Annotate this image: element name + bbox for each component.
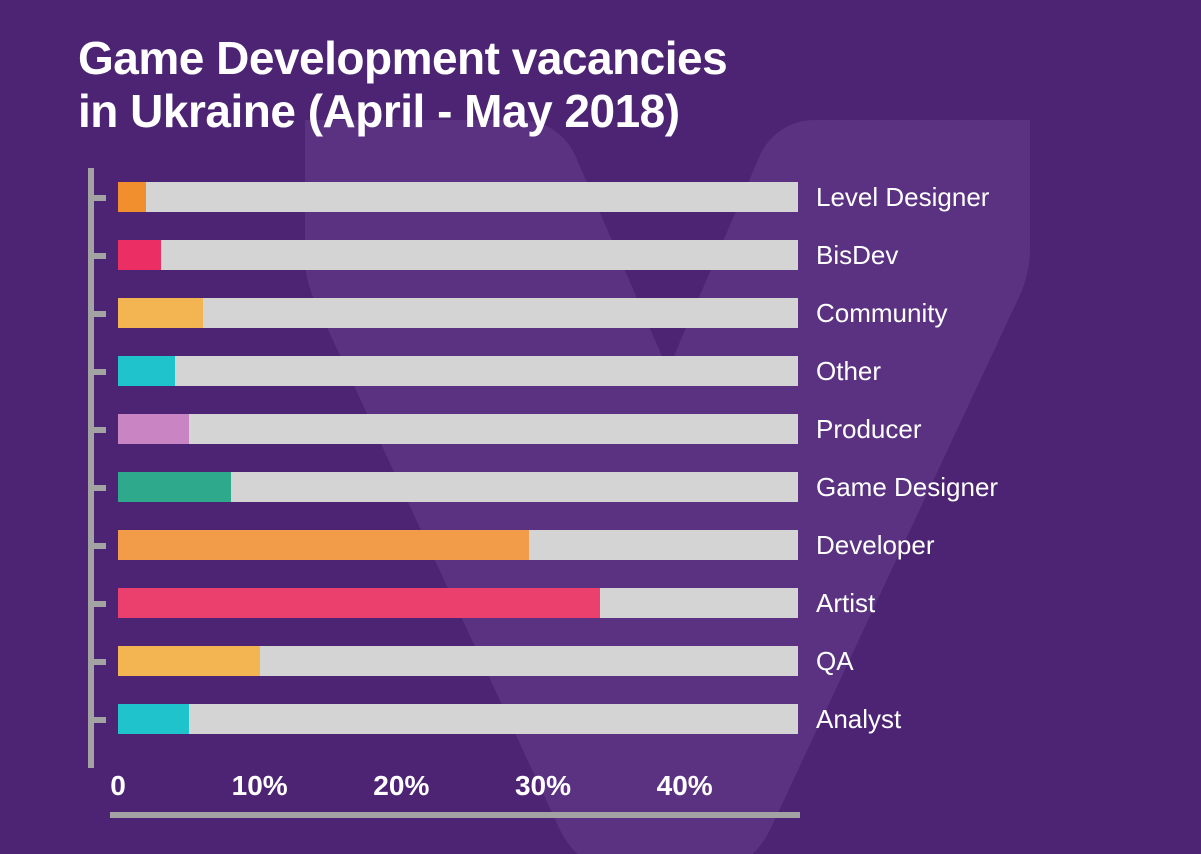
- bar-fill: [118, 356, 175, 386]
- bar-fill: [118, 472, 231, 502]
- bar-label: BisDev: [816, 240, 898, 271]
- y-axis-tick: [88, 427, 106, 433]
- bar-label: QA: [816, 646, 854, 677]
- bar-label: Artist: [816, 588, 875, 619]
- y-axis-tick: [88, 717, 106, 723]
- bar-track: [118, 530, 798, 560]
- bar-fill: [118, 646, 260, 676]
- bar-track: [118, 472, 798, 502]
- x-axis-tick-label: 20%: [373, 770, 429, 802]
- bar-track: [118, 646, 798, 676]
- y-axis-tick: [88, 601, 106, 607]
- title-line-2: in Ukraine (April - May 2018): [78, 85, 680, 137]
- y-axis-tick: [88, 659, 106, 665]
- x-axis-tick-label: 10%: [232, 770, 288, 802]
- bar-row: Community: [118, 298, 947, 328]
- y-axis-tick: [88, 311, 106, 317]
- x-axis: [110, 812, 800, 818]
- bar-track: [118, 588, 798, 618]
- bar-label: Producer: [816, 414, 922, 445]
- bar-label: Community: [816, 298, 947, 329]
- bar-label: Analyst: [816, 704, 901, 735]
- bar-fill: [118, 704, 189, 734]
- bar-track: [118, 240, 798, 270]
- y-axis-tick: [88, 369, 106, 375]
- bar-row: Level Designer: [118, 182, 989, 212]
- bar-row: Developer: [118, 530, 935, 560]
- x-axis-tick-label: 30%: [515, 770, 571, 802]
- bar-fill: [118, 530, 529, 560]
- bar-track: [118, 704, 798, 734]
- bar-track: [118, 356, 798, 386]
- y-axis-tick: [88, 543, 106, 549]
- bar-fill: [118, 588, 600, 618]
- bar-row: Other: [118, 356, 881, 386]
- bar-label: Other: [816, 356, 881, 387]
- x-axis-tick-label: 40%: [657, 770, 713, 802]
- y-axis-tick: [88, 195, 106, 201]
- chart-canvas: Game Development vacancies in Ukraine (A…: [0, 0, 1201, 854]
- bar-row: Producer: [118, 414, 922, 444]
- bar-fill: [118, 414, 189, 444]
- bar-label: Game Designer: [816, 472, 998, 503]
- bar-fill: [118, 240, 161, 270]
- bar-track: [118, 414, 798, 444]
- y-axis-tick: [88, 485, 106, 491]
- bar-label: Level Designer: [816, 182, 989, 213]
- bar-track: [118, 298, 798, 328]
- bar-label: Developer: [816, 530, 935, 561]
- bar-row: BisDev: [118, 240, 898, 270]
- x-axis-tick-label: 0: [110, 770, 126, 802]
- bar-row: QA: [118, 646, 854, 676]
- bar-track: [118, 182, 798, 212]
- bar-row: Analyst: [118, 704, 901, 734]
- bar-fill: [118, 298, 203, 328]
- chart-area: Level Designer BisDev Community Other Produc…: [88, 168, 1128, 818]
- y-axis-tick: [88, 253, 106, 259]
- bar-fill: [118, 182, 146, 212]
- title-line-1: Game Development vacancies: [78, 32, 727, 84]
- bar-row: Artist: [118, 588, 875, 618]
- bar-row: Game Designer: [118, 472, 998, 502]
- chart-title: Game Development vacancies in Ukraine (A…: [78, 32, 727, 138]
